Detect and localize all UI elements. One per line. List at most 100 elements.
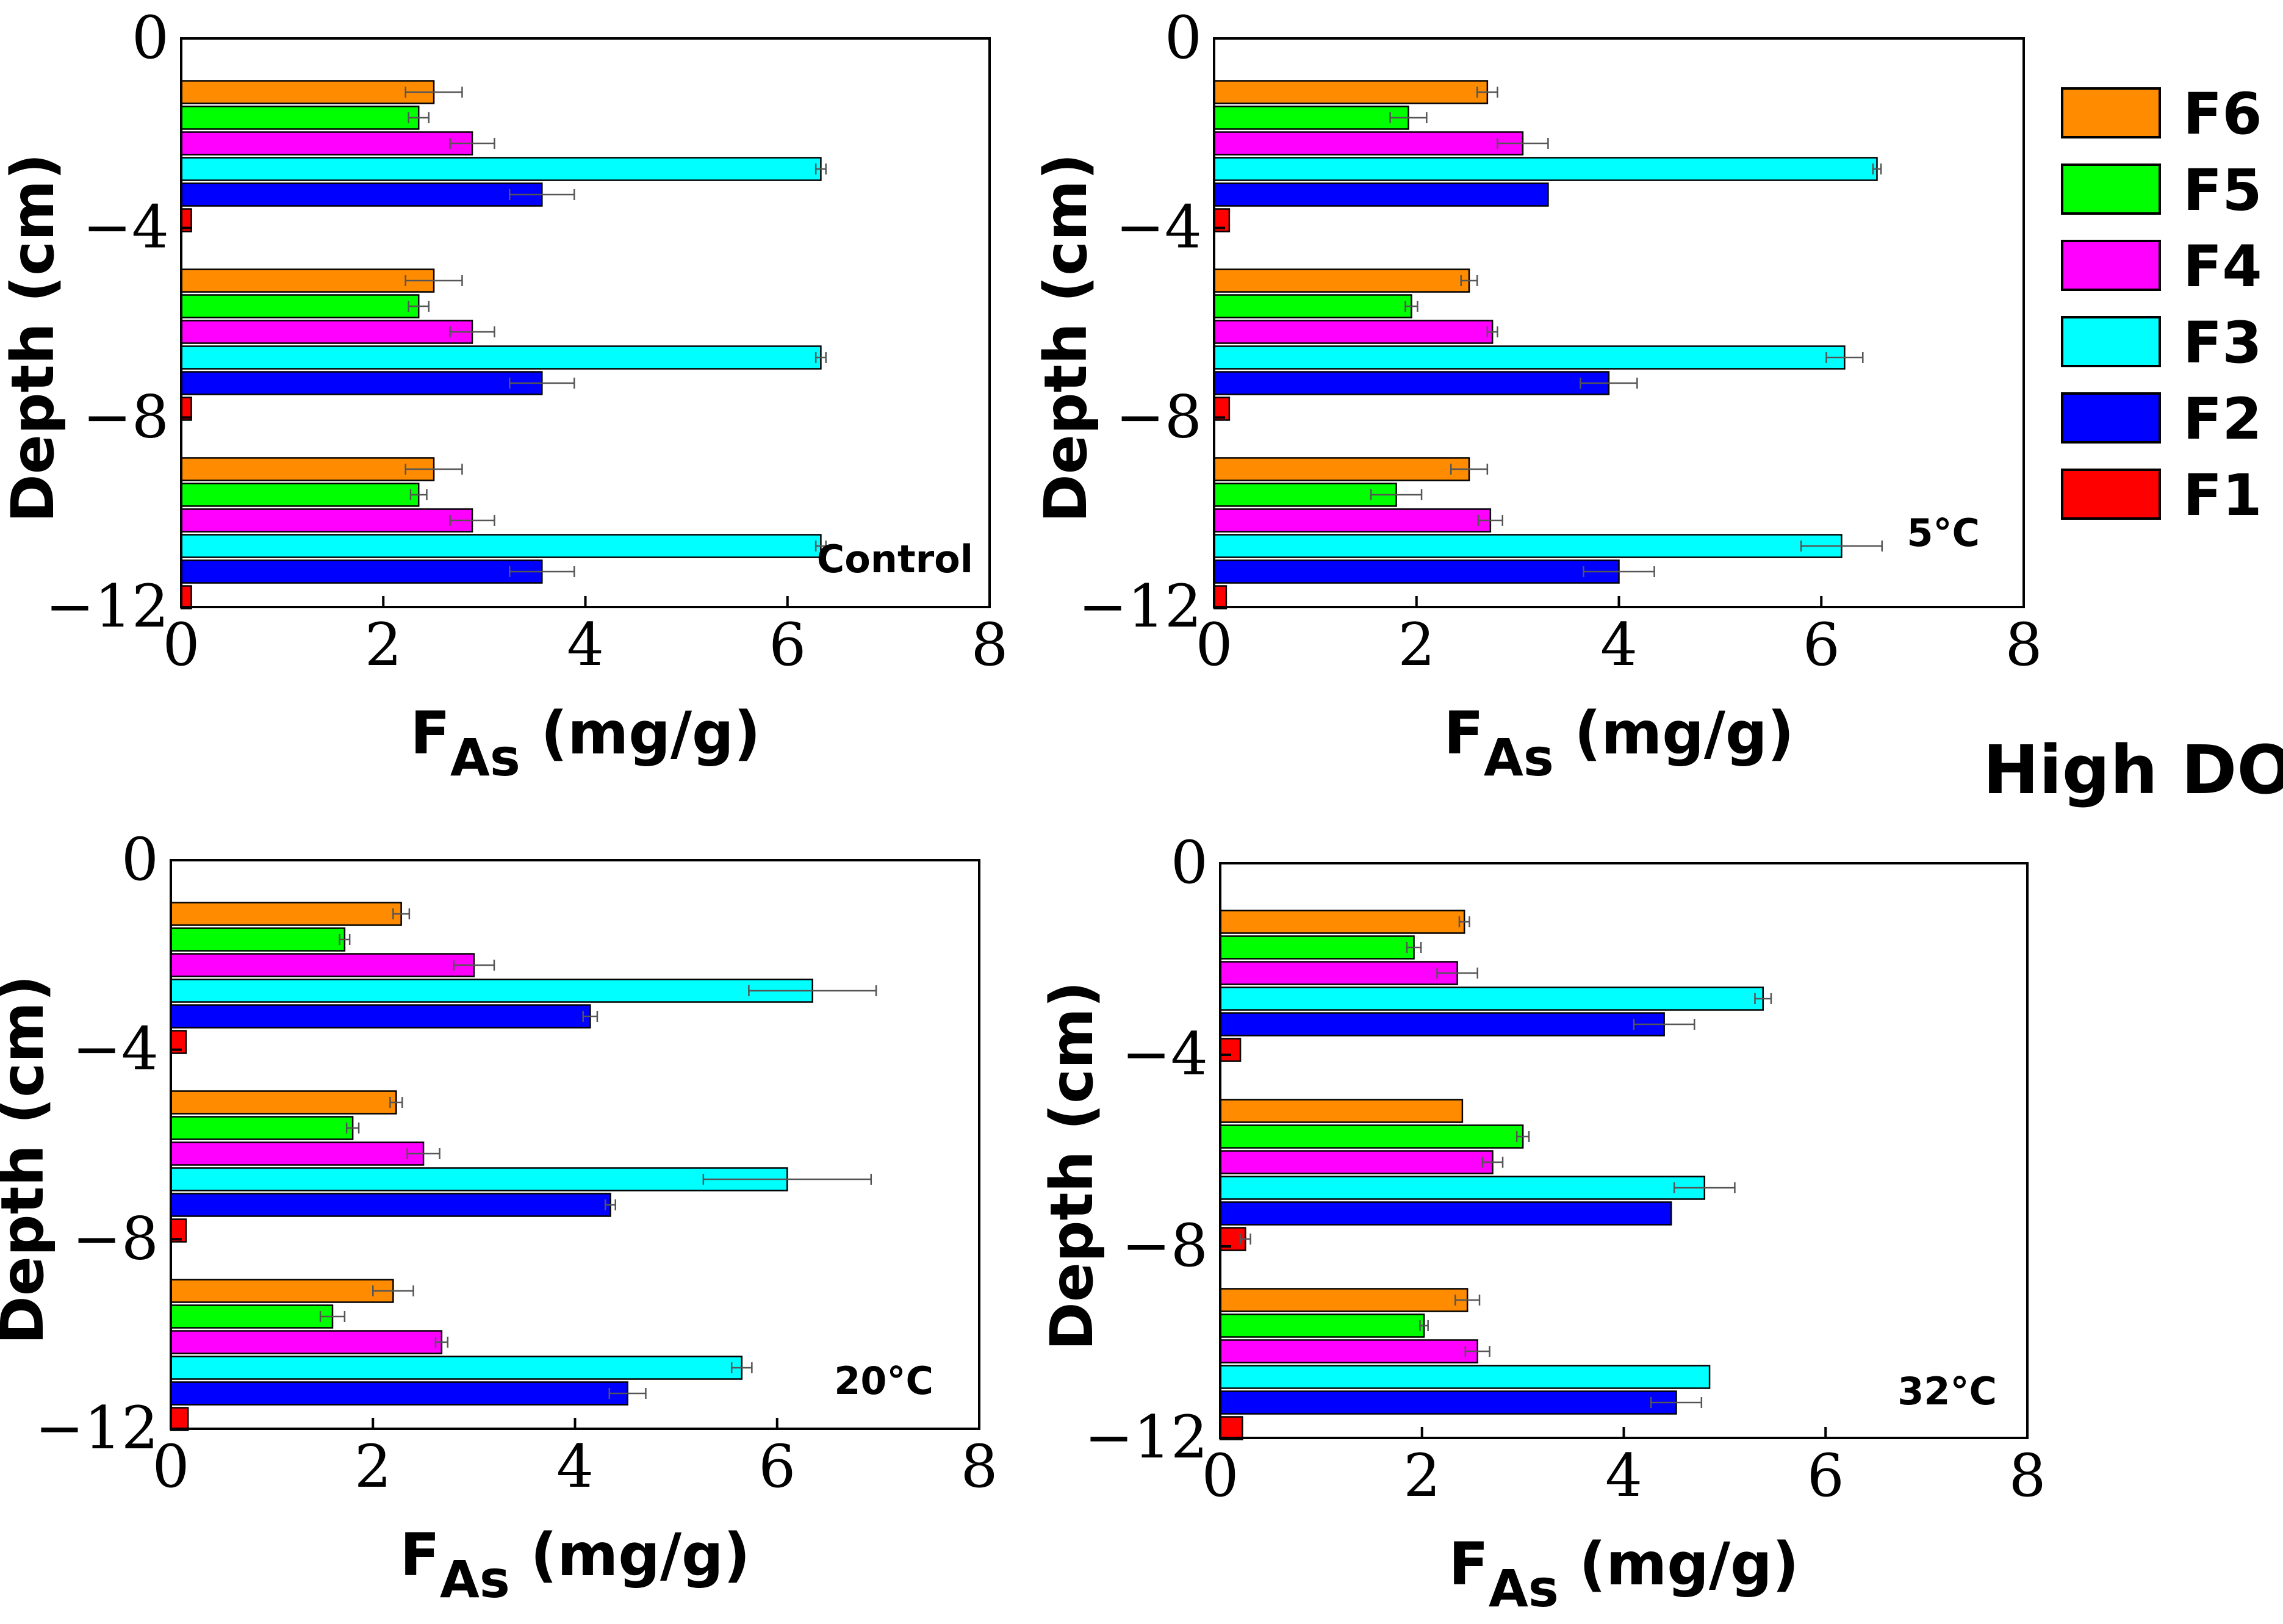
bar-f3: [1219, 1365, 1711, 1389]
y-tick-label: −4: [1115, 193, 1202, 262]
x-tick-label: 8: [2008, 1442, 2046, 1510]
bar-f6: [170, 1090, 397, 1115]
y-tick-label: −12: [1084, 1403, 1208, 1471]
x-tick-label: 0: [162, 611, 200, 679]
bar-f6: [180, 268, 435, 293]
legend-swatch: [2061, 240, 2161, 291]
error-bar: [814, 163, 827, 174]
panel-label: Control: [817, 537, 973, 581]
x-tick-label: 2: [354, 1432, 392, 1501]
x-tick-label: 8: [971, 611, 1008, 679]
error-bar: [748, 985, 877, 996]
bar-f4: [180, 320, 473, 344]
bar-f3: [1213, 534, 1843, 558]
bar-f5: [1213, 106, 1409, 130]
x-tick-label: 0: [152, 1432, 189, 1501]
error-bar: [1673, 1182, 1736, 1193]
legend-label: F4: [2183, 234, 2262, 300]
bar-f3: [180, 345, 822, 370]
error-bar: [406, 1148, 440, 1159]
bar-f1: [170, 1407, 189, 1431]
bar-f6: [170, 1279, 394, 1303]
bar-f6: [1219, 1288, 1469, 1312]
y-tick-label: −4: [82, 193, 169, 262]
error-bar: [1477, 515, 1503, 526]
error-bar: [509, 566, 575, 577]
bar-f1: [1213, 585, 1228, 609]
legend-label: F1: [2183, 462, 2262, 529]
x-tick-label: 2: [1398, 611, 1435, 679]
legend-item-f6: F6: [2061, 81, 2262, 148]
bar-f6: [1213, 80, 1489, 104]
y-axis-label: Depth (cm): [0, 153, 67, 523]
error-bar: [814, 352, 827, 363]
chart-panel: 0 2 4 6 8 0 −4 −8 −12 FAs (mg/g) Depth (cm) Control: [0, 4, 1008, 788]
bar-f4: [170, 1141, 425, 1166]
legend-swatch: [2061, 87, 2161, 138]
bar-f5: [1213, 294, 1412, 318]
bar-f5: [1219, 935, 1415, 960]
legend-swatch: [2061, 163, 2161, 215]
legend: F6 F5 F4 F3 F2 F1: [2061, 81, 2262, 529]
y-tick-label: 0: [1171, 828, 1208, 897]
bar-f6: [1219, 910, 1465, 934]
bar-f2: [1213, 182, 1549, 207]
error-bar: [1872, 163, 1882, 174]
chart-panel: 0 2 4 6 8 0 −4 −8 −12 FAs (mg/g) Depth (cm) 20°C: [0, 825, 998, 1609]
error-bar: [453, 960, 495, 971]
error-bar: [1497, 138, 1549, 149]
y-tick-label: 0: [1165, 4, 1202, 72]
bar-f4: [1219, 1339, 1478, 1364]
bar-f2: [170, 1004, 591, 1029]
bar-f6: [1219, 1099, 1464, 1123]
x-tick-label: 6: [758, 1432, 796, 1501]
x-tick-label: 2: [365, 611, 402, 679]
legend-item-f3: F3: [2061, 310, 2262, 376]
y-axis-label: Depth (cm): [1032, 153, 1100, 523]
bar-f6: [1213, 268, 1470, 293]
bar-f5: [1213, 483, 1397, 507]
bar-f2: [1219, 1201, 1672, 1226]
legend-label: F2: [2183, 386, 2262, 453]
error-bar: [1404, 301, 1418, 312]
bar-f4: [1213, 508, 1492, 533]
bar-f5: [170, 1116, 354, 1140]
y-tick-label: −4: [1121, 1020, 1208, 1088]
x-axis-label: FAs (mg/g): [1444, 699, 1794, 788]
bar-f2: [170, 1193, 611, 1217]
error-bar: [1481, 1157, 1504, 1168]
bar-f1: [1219, 1416, 1243, 1440]
error-bar: [608, 1388, 647, 1399]
error-bar: [408, 112, 430, 123]
error-bar: [449, 138, 495, 149]
legend-item-f1: F1: [2061, 462, 2262, 529]
error-bar: [509, 189, 575, 200]
bar-f5: [1219, 1124, 1524, 1149]
y-tick-label: −12: [1078, 572, 1202, 641]
y-axis-label: Depth (cm): [1038, 981, 1106, 1351]
error-bar: [392, 908, 411, 919]
bar-f5: [1219, 1313, 1425, 1338]
bar-f2: [180, 371, 543, 395]
bar-f5: [180, 483, 420, 507]
bar-f6: [180, 80, 435, 104]
x-tick-label: 6: [1807, 1442, 1844, 1510]
error-bar: [1486, 326, 1498, 337]
x-tick-label: 0: [1201, 1442, 1239, 1510]
x-tick-label: 2: [1403, 1442, 1440, 1510]
y-tick-label: −12: [45, 572, 169, 641]
bar-f2: [170, 1381, 628, 1406]
x-axis-label: FAs (mg/g): [400, 1521, 750, 1609]
x-tick-label: 6: [1803, 611, 1840, 679]
error-bar: [389, 1097, 403, 1108]
error-bar: [1239, 1234, 1251, 1245]
bar-f2: [1219, 1390, 1677, 1415]
x-axis-label: FAs (mg/g): [410, 699, 760, 788]
x-tick-label: 4: [567, 611, 604, 679]
legend-swatch: [2061, 392, 2161, 444]
error-bar: [1754, 993, 1772, 1004]
error-bar: [319, 1311, 346, 1322]
error-bar: [1458, 916, 1470, 927]
legend-swatch: [2061, 469, 2161, 520]
bar-f6: [180, 457, 435, 481]
